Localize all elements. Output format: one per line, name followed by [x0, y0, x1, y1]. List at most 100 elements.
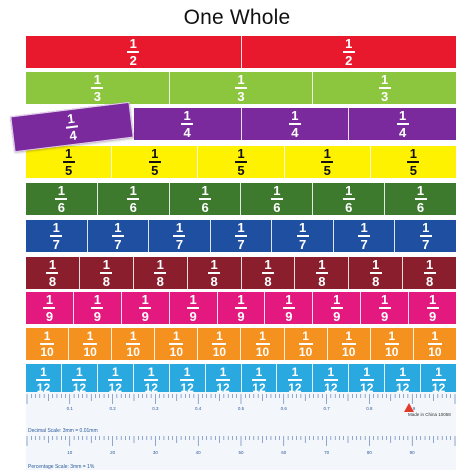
fraction-piece[interactable]: 1 10	[241, 328, 285, 360]
fraction-label: 1 12	[395, 366, 410, 394]
fraction-piece[interactable]: 1 10	[69, 328, 113, 360]
fraction-numerator: 1	[323, 146, 331, 162]
fraction-denominator: 12	[288, 380, 302, 395]
fraction-numerator: 1	[425, 257, 434, 273]
fraction-piece[interactable]: 1 12	[205, 364, 242, 396]
fraction-numerator: 1	[189, 292, 197, 308]
fraction-denominator: 10	[342, 344, 356, 359]
fraction-piece[interactable]: 1 10	[327, 328, 371, 360]
fraction-piece[interactable]: 1 10	[112, 328, 156, 360]
fraction-bar	[173, 235, 186, 237]
fraction-numerator: 1	[363, 365, 371, 380]
fraction-denominator: 10	[298, 344, 313, 359]
fraction-bar	[396, 123, 409, 125]
fraction-bar	[50, 235, 63, 237]
fraction-piece[interactable]: 1 10	[155, 328, 199, 360]
fraction-bar	[270, 198, 283, 200]
fraction-piece[interactable]: 1 12	[313, 364, 350, 396]
fraction-piece[interactable]: 1 10	[370, 328, 414, 360]
fraction-bar	[296, 235, 309, 237]
percent-tick-label: 10	[67, 450, 73, 455]
fraction-piece[interactable]: 1 12	[421, 364, 457, 396]
fraction-denominator: 3	[93, 88, 101, 104]
fraction-bar	[288, 123, 301, 125]
fraction-numerator: 1	[327, 365, 335, 380]
fraction-bar	[235, 235, 248, 237]
fraction-denominator: 6	[57, 199, 66, 215]
fraction-piece[interactable]: 1 12	[241, 364, 278, 396]
fraction-numerator: 1	[156, 257, 164, 273]
fraction-piece[interactable]: 1 10	[26, 328, 70, 360]
fraction-piece[interactable]	[26, 108, 134, 140]
fraction-piece[interactable]: 1 12	[277, 364, 314, 396]
fraction-bar	[169, 343, 184, 345]
fraction-numerator: 1	[435, 365, 442, 380]
fraction-piece[interactable]: 1 10	[284, 328, 328, 360]
fraction-piece[interactable]: 1 12	[349, 364, 386, 396]
decimal-tick-label: 0.3	[152, 406, 159, 411]
fraction-denominator: 9	[428, 308, 437, 324]
fraction-piece[interactable]: 1 12	[61, 364, 98, 396]
fraction-piece[interactable]: 1 10	[198, 328, 242, 360]
fraction-bar	[414, 198, 427, 200]
fraction-piece[interactable]: 1 12	[133, 364, 170, 396]
fraction-piece[interactable]: 1 12	[169, 364, 206, 396]
fraction-bar	[431, 379, 446, 381]
fraction-numerator: 1	[183, 365, 191, 380]
fraction-denominator: 7	[175, 236, 184, 252]
fraction-bar	[321, 161, 334, 163]
fraction-piece[interactable]: 1 10	[413, 328, 456, 360]
fraction-piece[interactable]: 1 12	[26, 364, 62, 396]
fraction-piece[interactable]: 1 12	[385, 364, 422, 396]
fraction-piece[interactable]: 1 12	[97, 364, 134, 396]
fraction-denominator: 9	[189, 308, 197, 324]
